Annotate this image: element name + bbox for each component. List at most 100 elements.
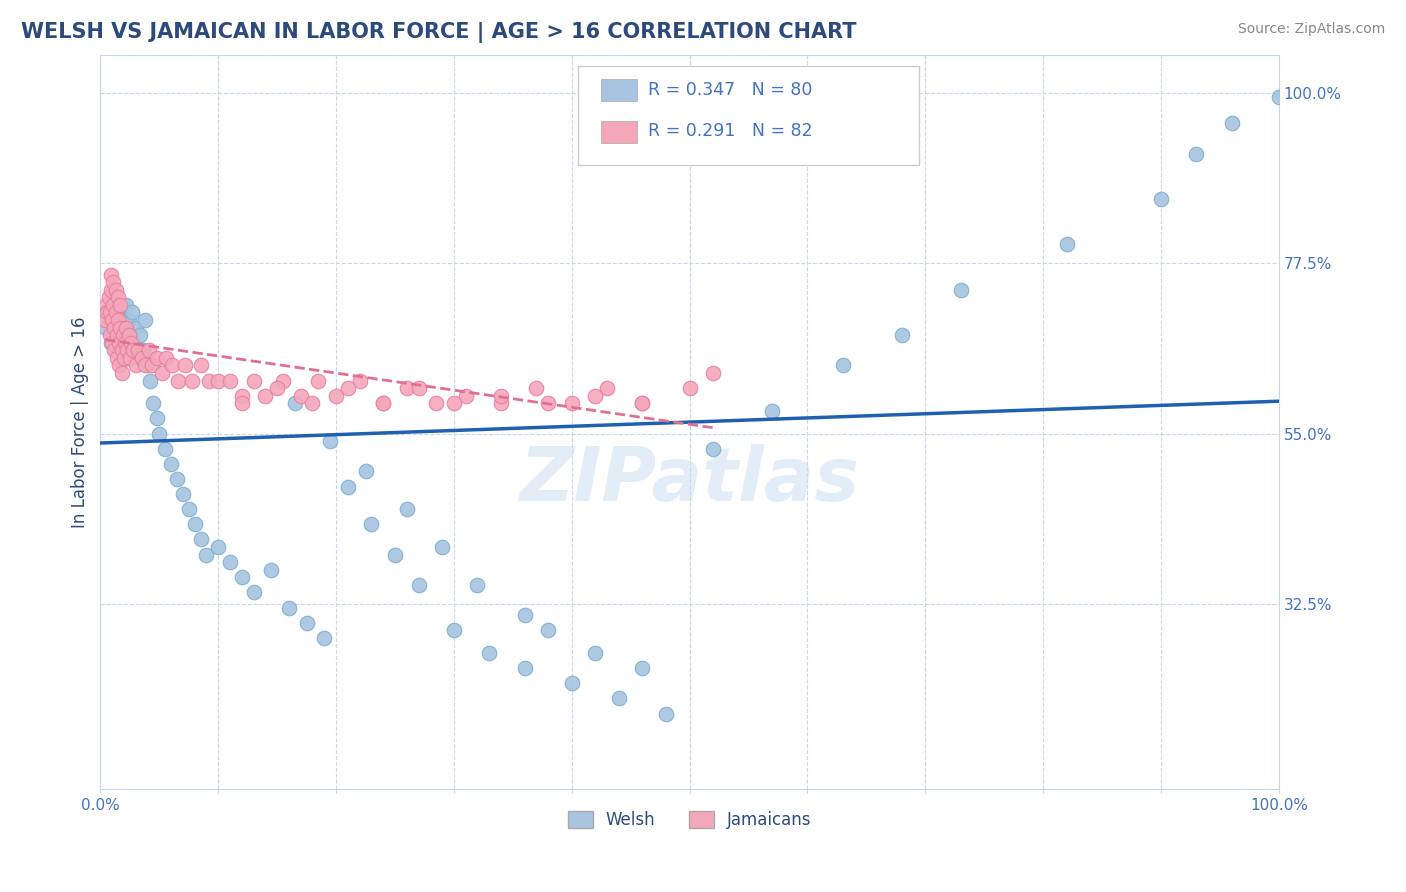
Point bbox=[526, 381, 548, 395]
Point bbox=[219, 374, 242, 388]
Point bbox=[655, 706, 678, 721]
Point bbox=[125, 359, 148, 373]
Point bbox=[443, 396, 465, 410]
Point bbox=[561, 396, 583, 410]
Point bbox=[117, 343, 139, 358]
Point bbox=[231, 570, 253, 584]
Point bbox=[110, 343, 132, 358]
Point bbox=[408, 578, 430, 592]
Point bbox=[117, 328, 139, 343]
Point bbox=[114, 343, 136, 358]
Text: R = 0.291   N = 82: R = 0.291 N = 82 bbox=[648, 122, 813, 140]
Point bbox=[177, 502, 200, 516]
Point bbox=[172, 487, 194, 501]
Point bbox=[831, 359, 853, 373]
Point bbox=[96, 320, 118, 334]
Point bbox=[112, 351, 135, 365]
Point bbox=[478, 646, 501, 660]
Point bbox=[373, 396, 395, 410]
Point bbox=[105, 313, 128, 327]
Point bbox=[104, 283, 127, 297]
FancyBboxPatch shape bbox=[602, 121, 637, 144]
Legend: Welsh, Jamaicans: Welsh, Jamaicans bbox=[561, 805, 818, 836]
Point bbox=[114, 335, 136, 350]
Point bbox=[110, 320, 132, 334]
Point bbox=[242, 374, 264, 388]
Point bbox=[160, 457, 183, 471]
Point bbox=[100, 268, 122, 282]
Point bbox=[104, 343, 127, 358]
Point bbox=[142, 396, 165, 410]
Point bbox=[103, 328, 125, 343]
Point bbox=[108, 359, 131, 373]
Point bbox=[107, 313, 129, 327]
Point bbox=[100, 283, 122, 297]
Point bbox=[319, 434, 342, 449]
Point bbox=[97, 305, 120, 319]
Point bbox=[266, 381, 288, 395]
Point bbox=[107, 290, 129, 304]
Point bbox=[631, 396, 654, 410]
Point bbox=[111, 335, 134, 350]
Point bbox=[336, 381, 359, 395]
Point bbox=[139, 374, 162, 388]
Point bbox=[132, 343, 155, 358]
Point bbox=[207, 374, 229, 388]
Text: WELSH VS JAMAICAN IN LABOR FORCE | AGE > 16 CORRELATION CHART: WELSH VS JAMAICAN IN LABOR FORCE | AGE >… bbox=[21, 22, 856, 44]
Point bbox=[513, 608, 536, 623]
Point bbox=[242, 585, 264, 599]
Point bbox=[583, 646, 606, 660]
Point bbox=[105, 351, 128, 365]
Point bbox=[181, 374, 204, 388]
Point bbox=[197, 374, 219, 388]
Point bbox=[100, 335, 122, 350]
Point bbox=[702, 366, 724, 380]
Point bbox=[127, 343, 149, 358]
Point bbox=[122, 335, 145, 350]
Point bbox=[108, 343, 131, 358]
Point bbox=[103, 298, 125, 312]
Point bbox=[94, 313, 117, 327]
Point bbox=[489, 396, 512, 410]
Point bbox=[103, 275, 125, 289]
Point bbox=[111, 328, 134, 343]
Point bbox=[118, 328, 141, 343]
Point bbox=[336, 479, 359, 493]
Point bbox=[110, 320, 132, 334]
Point bbox=[115, 298, 138, 312]
Point bbox=[136, 359, 159, 373]
Point bbox=[162, 359, 184, 373]
Point bbox=[155, 351, 177, 365]
Point bbox=[325, 389, 347, 403]
Point bbox=[134, 359, 156, 373]
Point bbox=[207, 540, 229, 554]
Point bbox=[141, 359, 163, 373]
Point bbox=[890, 328, 912, 343]
Point bbox=[146, 351, 169, 365]
Point bbox=[360, 517, 382, 532]
Point bbox=[125, 320, 148, 334]
Point bbox=[112, 313, 135, 327]
Point bbox=[108, 335, 131, 350]
Point bbox=[384, 548, 406, 562]
Point bbox=[105, 328, 128, 343]
Point bbox=[134, 313, 156, 327]
Point bbox=[290, 389, 312, 403]
Point bbox=[307, 374, 329, 388]
Point bbox=[166, 472, 188, 486]
Point bbox=[295, 615, 318, 630]
Point bbox=[120, 343, 142, 358]
Point bbox=[115, 320, 138, 334]
Point bbox=[101, 313, 124, 327]
Point bbox=[110, 351, 132, 365]
Point bbox=[110, 305, 132, 319]
Point bbox=[131, 351, 153, 365]
Point bbox=[443, 624, 465, 638]
Point bbox=[513, 661, 536, 675]
Point bbox=[271, 374, 294, 388]
Point bbox=[167, 374, 190, 388]
Point bbox=[150, 366, 173, 380]
FancyBboxPatch shape bbox=[578, 66, 920, 165]
Point bbox=[489, 389, 512, 403]
Point bbox=[183, 517, 205, 532]
